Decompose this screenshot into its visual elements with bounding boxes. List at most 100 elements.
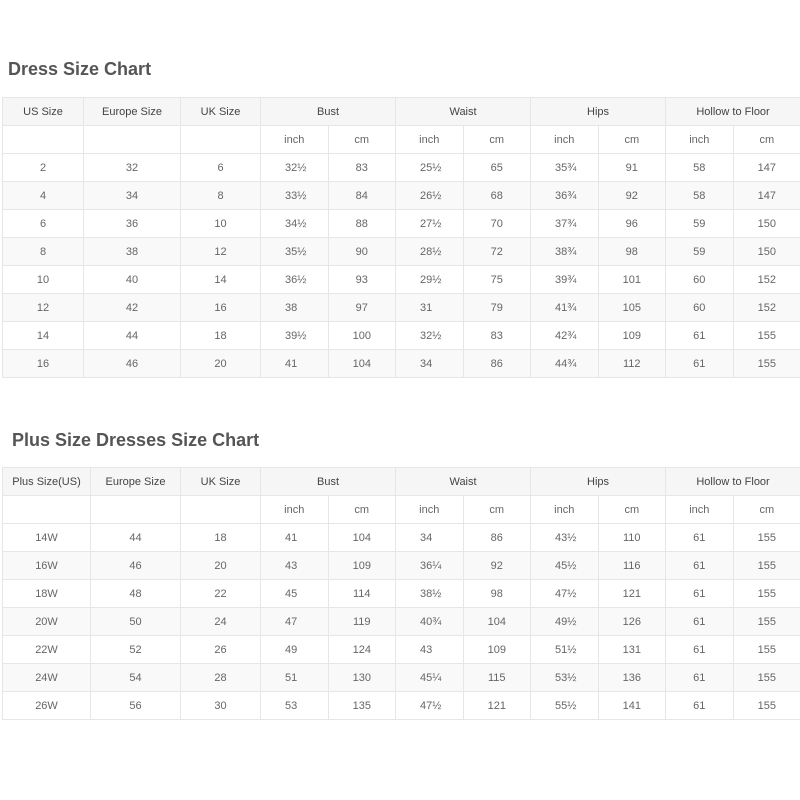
- table-cell: 22W: [2, 635, 91, 664]
- table-cell: 32: [83, 153, 181, 182]
- column-header: UK Size: [180, 97, 261, 126]
- table-cell: 41: [260, 349, 329, 378]
- table-cell: 54: [90, 663, 181, 692]
- table-cell: 4: [2, 181, 84, 210]
- table-cell: 40: [83, 265, 181, 294]
- table-cell: 27½: [395, 209, 464, 238]
- empty-cell: [90, 495, 181, 524]
- table-cell: 6: [2, 209, 84, 238]
- table-cell: 35½: [260, 237, 329, 266]
- table-cell: 88: [327, 209, 397, 238]
- table-cell: 29½: [395, 265, 464, 294]
- table-cell: 104: [462, 607, 532, 636]
- table-cell: 109: [327, 551, 397, 580]
- table-cell: 124: [327, 635, 397, 664]
- table-cell: 93: [327, 265, 397, 294]
- table-cell: 101: [597, 265, 667, 294]
- table-cell: 110: [597, 523, 667, 552]
- table-cell: 41: [260, 523, 329, 552]
- table-cell: 136: [597, 663, 667, 692]
- table-row: 20W 50 24 47 119 40¾ 104 49½ 126 61 155: [2, 607, 800, 636]
- table-cell: 61: [665, 523, 734, 552]
- table-row: 22W 52 26 49 124 43 109 51½ 131 61 155: [2, 635, 800, 664]
- unit-label: cm: [462, 495, 532, 524]
- table-cell: 51: [260, 663, 329, 692]
- table-cell: 10: [2, 265, 84, 294]
- table-cell: 22: [180, 579, 261, 608]
- table-cell: 18W: [2, 579, 91, 608]
- table-cell: 150: [732, 237, 800, 266]
- dress-size-table: US Size Europe Size UK Size Bust Waist Hips Ho…: [2, 97, 800, 378]
- unit-label: cm: [732, 495, 800, 524]
- empty-cell: [2, 125, 84, 154]
- unit-label: inch: [665, 125, 734, 154]
- column-header: Europe Size: [90, 467, 181, 496]
- table-cell: 8: [180, 181, 261, 210]
- table-cell: 33½: [260, 181, 329, 210]
- table-cell: 14W: [2, 523, 91, 552]
- table-cell: 59: [665, 237, 734, 266]
- table-cell: 14: [180, 265, 261, 294]
- unit-row: inch cm inch cm inch cm inch cm: [2, 495, 800, 524]
- header-row: US Size Europe Size UK Size Bust Waist Hips Ho…: [2, 97, 800, 126]
- table-cell: 119: [327, 607, 397, 636]
- table-cell: 36½: [260, 265, 329, 294]
- table-cell: 35¾: [530, 153, 599, 182]
- table-cell: 155: [732, 663, 800, 692]
- table-cell: 114: [327, 579, 397, 608]
- table-cell: 91: [597, 153, 667, 182]
- table-cell: 16: [2, 349, 84, 378]
- table-row: 26W 56 30 53 135 47½ 121 55½ 141 61 155: [2, 691, 800, 720]
- table-cell: 20: [180, 551, 261, 580]
- table-cell: 38: [260, 293, 329, 322]
- table-cell: 24W: [2, 663, 91, 692]
- table-cell: 152: [732, 293, 800, 322]
- table-cell: 79: [462, 293, 532, 322]
- table-cell: 155: [732, 349, 800, 378]
- column-header: Bust: [259, 97, 397, 126]
- table-cell: 155: [732, 551, 800, 580]
- table-cell: 155: [732, 579, 800, 608]
- table-cell: 50: [90, 607, 181, 636]
- table-cell: 121: [462, 691, 532, 720]
- table-cell: 12: [2, 293, 84, 322]
- table-cell: 41¾: [530, 293, 599, 322]
- table-cell: 147: [732, 153, 800, 182]
- table-cell: 60: [665, 265, 734, 294]
- table-cell: 18: [180, 523, 261, 552]
- table-cell: 104: [327, 349, 397, 378]
- table-cell: 97: [327, 293, 397, 322]
- table-row: 14 44 18 39½ 100 32½ 83 42¾ 109 61 155: [2, 321, 800, 350]
- table-cell: 150: [732, 209, 800, 238]
- table-cell: 92: [462, 551, 532, 580]
- unit-label: cm: [732, 125, 800, 154]
- table-cell: 38½: [395, 579, 464, 608]
- table-cell: 130: [327, 663, 397, 692]
- dress-chart-title: Dress Size Chart: [8, 59, 152, 79]
- table-cell: 104: [327, 523, 397, 552]
- table-row: 10 40 14 36½ 93 29½ 75 39¾ 101 60 152: [2, 265, 800, 294]
- table-cell: 155: [732, 321, 800, 350]
- unit-label: cm: [462, 125, 532, 154]
- table-cell: 20: [180, 349, 261, 378]
- table-cell: 44: [90, 523, 181, 552]
- table-row: 6 36 10 34½ 88 27½ 70 37¾ 96 59 150: [2, 209, 800, 238]
- column-header: UK Size: [180, 467, 261, 496]
- table-cell: 8: [2, 237, 84, 266]
- table-cell: 6: [180, 153, 261, 182]
- table-cell: 26: [180, 635, 261, 664]
- table-cell: 38¾: [530, 237, 599, 266]
- table-cell: 34: [395, 349, 464, 378]
- table-cell: 155: [732, 607, 800, 636]
- table-cell: 26½: [395, 181, 464, 210]
- table-cell: 48: [90, 579, 181, 608]
- table-cell: 47½: [530, 579, 599, 608]
- table-cell: 100: [327, 321, 397, 350]
- table-cell: 43½: [530, 523, 599, 552]
- table-cell: 135: [327, 691, 397, 720]
- table-cell: 51½: [530, 635, 599, 664]
- table-cell: 37¾: [530, 209, 599, 238]
- table-cell: 45: [260, 579, 329, 608]
- table-cell: 58: [665, 153, 734, 182]
- column-header: Hips: [530, 97, 667, 126]
